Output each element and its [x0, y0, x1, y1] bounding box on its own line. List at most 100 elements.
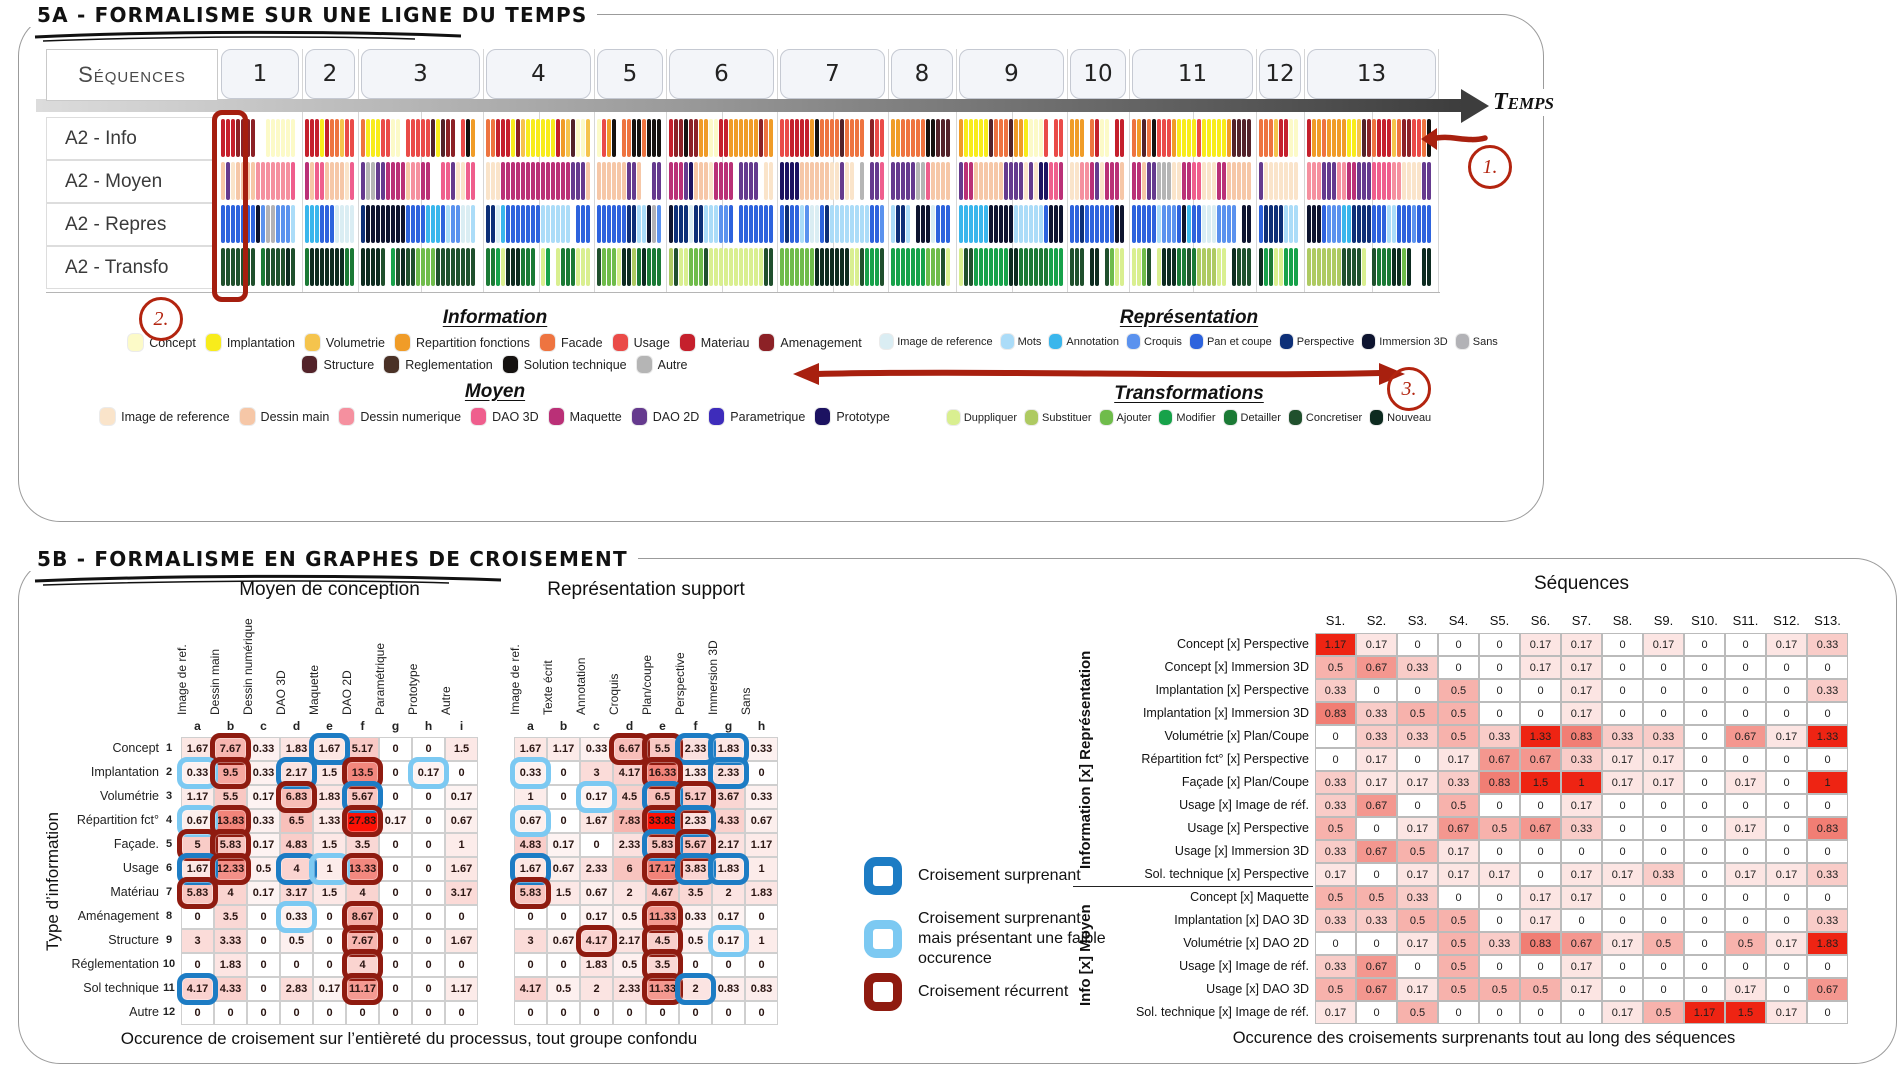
- strip-bar: [622, 205, 626, 243]
- sequence-cell: 0.5: [1397, 909, 1438, 932]
- strip-bar: [315, 205, 319, 243]
- strip-bar: [586, 162, 590, 200]
- sequence-cell: 0.83: [1520, 932, 1561, 955]
- strip-bar: [1289, 119, 1293, 157]
- strip-bar: [551, 205, 555, 243]
- sequence-col-header: S13.: [1814, 613, 1841, 628]
- sequence-cell: 0.33: [1315, 771, 1356, 794]
- strip-bar: [739, 248, 743, 286]
- panel-5b-title: 5B - FORMALISME EN GRAPHES DE CROISEMENT: [27, 547, 638, 571]
- strip-bar: [1352, 162, 1356, 200]
- matrix-col-header: DAO 2D: [340, 670, 354, 715]
- sequence-cell: 0.17: [1602, 748, 1643, 771]
- strip-bar: [1207, 248, 1211, 286]
- strip-bar: [1407, 248, 1411, 286]
- strip-bar: [521, 119, 525, 157]
- strip-bar: [406, 162, 410, 200]
- strip-bar: [1412, 119, 1416, 157]
- strip-bar: [1332, 205, 1336, 243]
- strip-bar: [261, 205, 265, 243]
- strip-segment-moyen-s12: [1259, 162, 1301, 200]
- strip-bar: [1412, 162, 1416, 200]
- strip-bar: [647, 248, 651, 286]
- sequence-cell: 0.33: [1397, 886, 1438, 909]
- annotation-2-text: 2.: [153, 307, 169, 330]
- strip-bar: [556, 205, 560, 243]
- strip-bar: [1167, 119, 1171, 157]
- strip-bar: [941, 205, 945, 243]
- strip-bar: [1232, 205, 1236, 243]
- strip-bar: [531, 119, 535, 157]
- strip-bar: [825, 205, 829, 243]
- strip-bar: [1110, 205, 1114, 243]
- strip-bar: [466, 248, 470, 286]
- sequence-cell: 0: [1766, 817, 1807, 840]
- strip-bar: [406, 248, 410, 286]
- strip-bar: [1187, 119, 1191, 157]
- strip-segment-transfo-s6: [669, 248, 774, 286]
- strip-bar: [1014, 162, 1018, 200]
- sequence-row-label: Volumétrie [x] Plan/Coupe: [1164, 729, 1309, 743]
- strip-bar: [506, 248, 510, 286]
- strip-bar: [906, 119, 910, 157]
- strip-bar: [1327, 248, 1331, 286]
- strip-bar: [860, 248, 864, 286]
- sequence-cell: 0.17: [1766, 1001, 1807, 1024]
- sequence-cell: 0: [1438, 886, 1479, 909]
- strip-bar: [709, 119, 713, 157]
- strip-bar: [936, 205, 940, 243]
- strip-bar: [896, 248, 900, 286]
- sequence-cell: 0: [1602, 840, 1643, 863]
- matrix-cell: 5.83: [214, 833, 247, 857]
- temps-label-text: Temps: [1493, 89, 1554, 115]
- strip-bar: [1312, 119, 1316, 157]
- strip-segment-info-s12: [1259, 119, 1301, 157]
- sequence-row-label: Usage [x] Immersion 3D: [1174, 844, 1309, 858]
- matrix-cell: 0.17: [412, 761, 445, 785]
- sequence-cell: 0: [1643, 886, 1684, 909]
- sequence-cell: 0: [1479, 955, 1520, 978]
- sequence-cell: 0: [1602, 817, 1643, 840]
- strip-bar: [446, 119, 450, 157]
- matrix-cell: 7.67: [214, 737, 247, 761]
- strip-bar: [1120, 162, 1124, 200]
- matrix-cell: 1.17: [181, 785, 214, 809]
- strip-bar: [1322, 162, 1326, 200]
- sequence-cell: 0.33: [1356, 909, 1397, 932]
- strip-bar: [1274, 162, 1278, 200]
- strip-bar: [456, 162, 460, 200]
- strip-bar: [1222, 119, 1226, 157]
- strip-bar: [800, 162, 804, 200]
- sequence-cell: 0.17: [1520, 633, 1561, 656]
- strip-bar: [1322, 248, 1326, 286]
- matrix-cell: 2.83: [280, 977, 313, 1001]
- strip-bar: [1120, 119, 1124, 157]
- strip-bar: [805, 248, 809, 286]
- strip-bar: [1075, 119, 1079, 157]
- matrix-cell: 5.17: [679, 785, 712, 809]
- strip-bar: [704, 119, 708, 157]
- strip-bar: [926, 119, 930, 157]
- strip-bar: [916, 119, 920, 157]
- strip-bar: [810, 162, 814, 200]
- strip-bar: [1317, 248, 1321, 286]
- strip-bar: [276, 162, 280, 200]
- strip-bar: [1422, 205, 1426, 243]
- legend-swatch-icon: [394, 334, 410, 351]
- sequence-cell: 0.33: [1807, 633, 1848, 656]
- strip-bar: [345, 162, 349, 200]
- matrix-cell: 2: [712, 881, 745, 905]
- strip-bar: [361, 119, 365, 157]
- matrix-cell: 13.5: [346, 761, 379, 785]
- strip-segment-transfo-s4: [486, 248, 591, 286]
- sequence-cell: 0: [1356, 679, 1397, 702]
- strip-bar: [1110, 248, 1114, 286]
- strip-bar: [1115, 248, 1119, 286]
- strip-bar: [461, 248, 465, 286]
- strip-bar: [627, 162, 631, 200]
- strip-bar: [1152, 205, 1156, 243]
- strip-bar: [785, 119, 789, 157]
- strip-bar: [446, 205, 450, 243]
- matrix-cell: 1.67: [313, 737, 346, 761]
- strip-bar: [466, 205, 470, 243]
